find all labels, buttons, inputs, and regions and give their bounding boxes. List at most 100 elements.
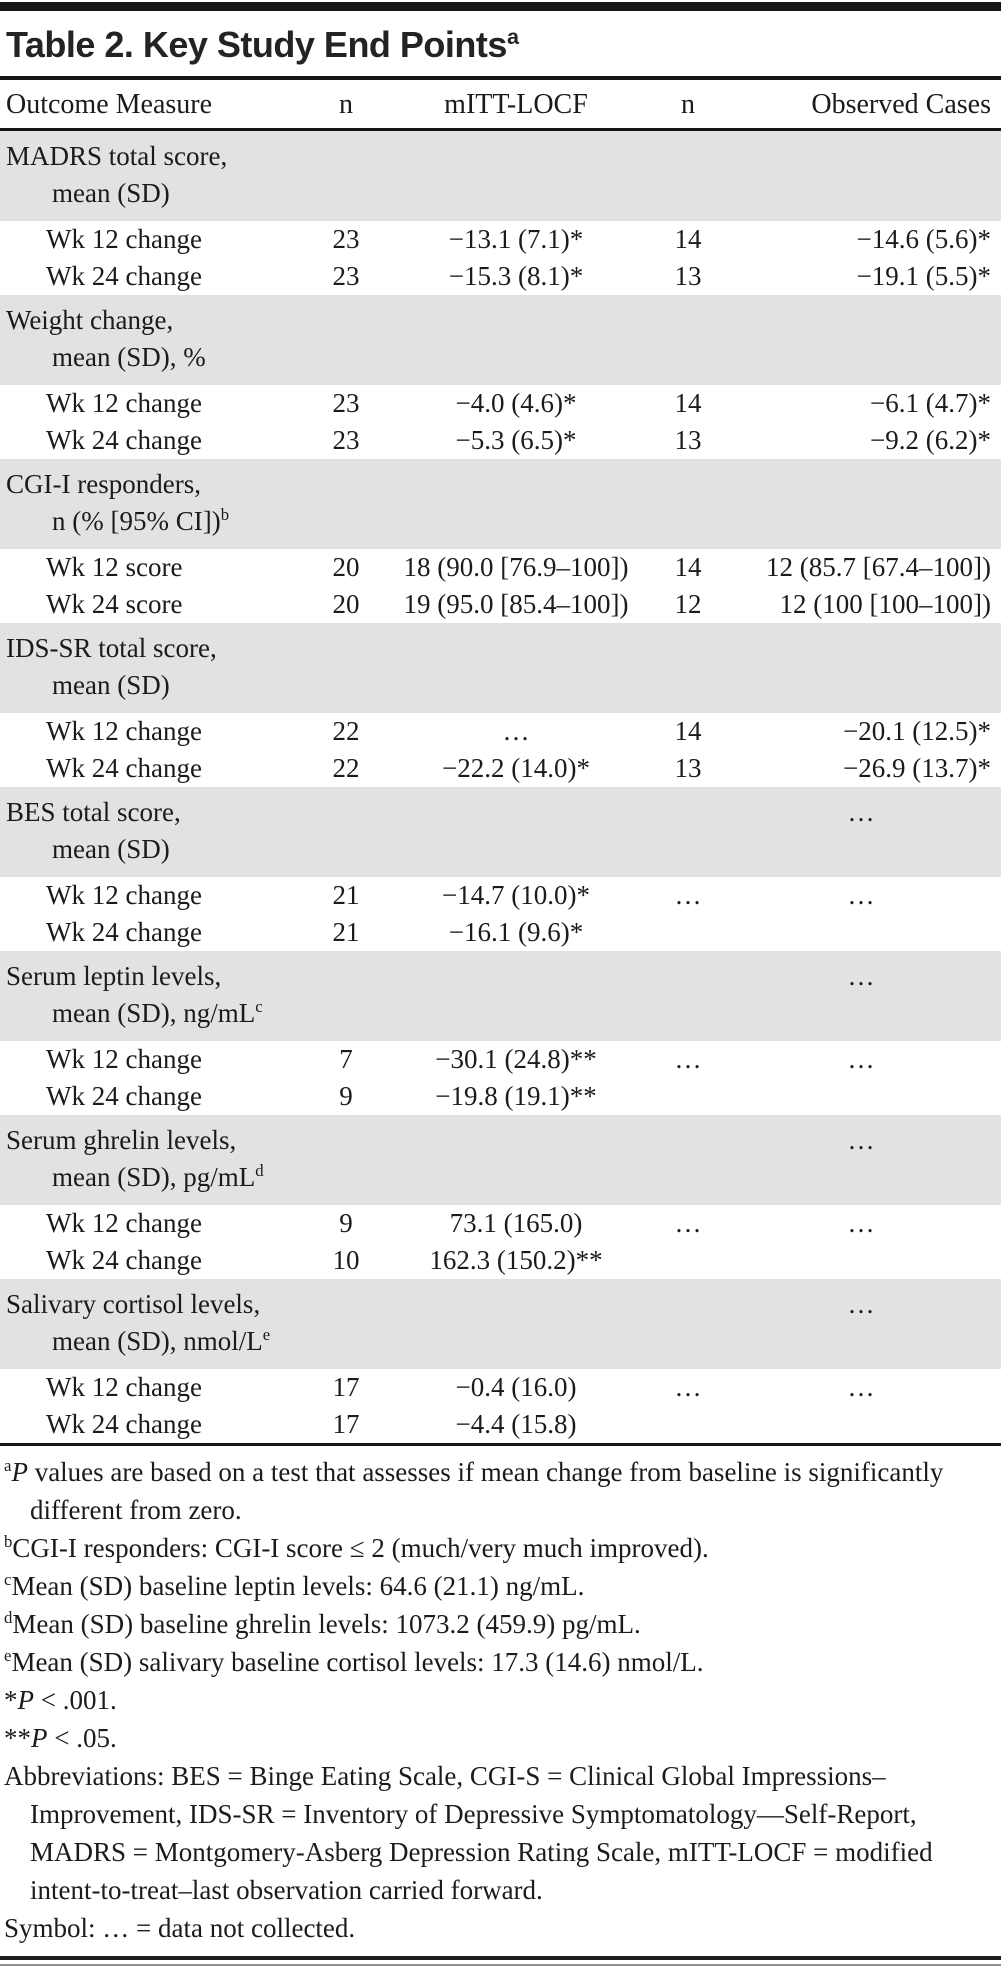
section-observed-cell (721, 623, 1001, 713)
key-study-endpoints-table: Outcome Measure n mITT-LOCF n Observed C… (0, 80, 1001, 1446)
footnote-text: * (4, 1685, 18, 1715)
n-observed-cell: 14 (674, 716, 702, 746)
outcome-measure-cell: Wk 12 score (46, 552, 183, 582)
mitt-locf-value-cell: 73.1 (165.0) (449, 1208, 583, 1238)
footnote-marker: c (4, 1570, 12, 1589)
n-mitt-cell: 23 (332, 261, 360, 291)
section-label-line1: IDS-SR total score, (6, 633, 217, 663)
n-mitt-cell: 21 (332, 880, 360, 910)
observed-cases-value-cell: −26.9 (13.7)* (843, 753, 991, 783)
footnote-text: values are based on a test that assesses… (27, 1457, 944, 1525)
table-footnotes: aP values are based on a test that asses… (0, 1446, 1001, 1947)
section-observed-cell: … (721, 951, 1001, 1041)
mitt-locf-value-cell: 18 (90.0 [76.9–100]) (403, 552, 629, 582)
footnote-text: < .001. (34, 1685, 117, 1715)
section-label-line1: CGI-I responders, (6, 469, 201, 499)
mitt-locf-value-cell: −14.7 (10.0)* (442, 880, 590, 910)
n-observed-cell: … (674, 1208, 702, 1238)
footnote-text: Abbreviations: BES = Binge Eating Scale,… (4, 1761, 933, 1905)
outcome-measure-cell: Wk 12 change (46, 716, 202, 746)
observed-cases-value-cell: … (847, 880, 875, 910)
footnote-text: P (31, 1723, 48, 1753)
table-row: Wk 24 change 17 −4.4 (15.8) (0, 1406, 1001, 1445)
section-row: Serum ghrelin levels, mean (SD), pg/mLd… (0, 1115, 1001, 1205)
n-mitt-cell: 22 (332, 716, 360, 746)
section-observed-cell: … (721, 787, 1001, 877)
section-label: Salivary cortisol levels, mean (SD), nmol… (0, 1279, 721, 1369)
mitt-locf-value-cell: 162.3 (150.2)** (429, 1245, 603, 1275)
observed-cases-value-cell: −9.2 (6.2)* (870, 425, 991, 455)
section-label-line2: mean (SD), ng/mLc (52, 997, 263, 1028)
footnote-text: Mean (SD) salivary baseline cortisol lev… (11, 1647, 704, 1677)
footnote: dMean (SD) baseline ghrelin levels: 1073… (4, 1605, 997, 1643)
section-row: Salivary cortisol levels, mean (SD), nmol… (0, 1279, 1001, 1369)
observed-cases-value-cell: 12 (85.7 [67.4–100]) (766, 552, 991, 582)
mitt-locf-value-cell: −22.2 (14.0)* (442, 753, 590, 783)
footnote: Abbreviations: BES = Binge Eating Scale,… (4, 1757, 997, 1909)
table-row: Wk 12 change 22 … 14 −20.1 (12.5)* (0, 713, 1001, 750)
footnote-text: Mean (SD) baseline ghrelin levels: 1073.… (12, 1609, 641, 1639)
header-row: Outcome Measure n mITT-LOCF n Observed C… (0, 80, 1001, 131)
table-row: Wk 12 change 23 −13.1 (7.1)* 14 −14.6 (5.6)* (0, 221, 1001, 258)
table-title: Table 2. Key Study End Pointsa (0, 11, 1001, 76)
n-observed-cell (655, 1078, 721, 1115)
section-label: BES total score, mean (SD) (0, 787, 721, 877)
section-observed-cell: … (721, 1279, 1001, 1369)
mitt-locf-value-cell: −30.1 (24.8)** (435, 1044, 597, 1074)
section-label: IDS-SR total score, mean (SD) (0, 623, 721, 713)
section-footnote-marker: e (262, 1325, 271, 1344)
table-header: Outcome Measure n mITT-LOCF n Observed C… (0, 80, 1001, 131)
observed-cases-value-cell: −14.6 (5.6)* (856, 224, 991, 254)
section-label-line2: mean (SD), % (52, 342, 206, 372)
n-observed-cell: 12 (674, 589, 702, 619)
n-mitt-cell: 23 (332, 224, 360, 254)
n-observed-cell: … (674, 880, 702, 910)
table-row: Wk 24 change 23 −15.3 (8.1)* 13 −19.1 (5.5)* (0, 258, 1001, 295)
n-mitt-cell: 20 (332, 552, 360, 582)
n-mitt-cell: 9 (339, 1208, 353, 1238)
table-row: Wk 12 change 23 −4.0 (4.6)* 14 −6.1 (4.7)* (0, 385, 1001, 422)
outcome-measure-cell: Wk 12 change (46, 224, 202, 254)
mitt-locf-value-cell: −5.3 (6.5)* (455, 425, 577, 455)
section-footnote-marker: b (220, 505, 230, 524)
bottom-rule-shadow (0, 1964, 1001, 1966)
table-title-text: Table 2. Key Study End Points (6, 24, 507, 65)
footnote-text: P (17, 1685, 35, 1715)
n-observed-cell: … (674, 1044, 702, 1074)
n-mitt-cell: 7 (339, 1044, 353, 1074)
n-mitt-cell: 21 (332, 917, 360, 947)
section-label-line2: mean (SD) (52, 178, 170, 208)
section-label-line2: mean (SD) (52, 670, 170, 700)
section-label-line1: Serum leptin levels, (6, 961, 222, 991)
mitt-locf-value-cell: −4.0 (4.6)* (455, 388, 577, 418)
section-label-line2: mean (SD) (52, 834, 170, 864)
section-observed-cell (721, 459, 1001, 549)
mitt-locf-value-cell: −13.1 (7.1)* (448, 224, 584, 254)
footnote: cMean (SD) baseline leptin levels: 64.6 … (4, 1567, 997, 1605)
footnote-text: P (11, 1457, 28, 1487)
section-row: IDS-SR total score, mean (SD) (0, 623, 1001, 713)
n-observed-cell: 13 (674, 261, 702, 291)
mitt-locf-value-cell: −16.1 (9.6)* (448, 917, 584, 947)
table-body: MADRS total score, mean (SD) Wk 12 change 2… (0, 129, 1001, 1445)
footnote: bCGI-I responders: CGI-I score ≤ 2 (much… (4, 1529, 997, 1567)
outcome-measure-cell: Wk 24 change (46, 1081, 202, 1111)
section-label-line1: MADRS total score, (6, 141, 228, 171)
table-row: Wk 12 score 20 18 (90.0 [76.9–100]) 14 12 (8… (0, 549, 1001, 586)
section-label: Serum ghrelin levels, mean (SD), pg/mLd (0, 1115, 721, 1205)
observed-cases-value-cell: … (847, 1372, 875, 1402)
section-observed-cell (721, 295, 1001, 385)
outcome-measure-cell: Wk 12 change (46, 388, 202, 418)
section-row: Serum leptin levels, mean (SD), ng/mLc … (0, 951, 1001, 1041)
table-row: Wk 12 change 9 73.1 (165.0)…… (0, 1205, 1001, 1242)
n-observed-cell (655, 1242, 721, 1279)
section-label: CGI-I responders, n (% [95% CI])b (0, 459, 721, 549)
section-footnote-marker: d (255, 1161, 264, 1180)
n-mitt-cell: 23 (332, 425, 360, 455)
outcome-measure-cell: Wk 12 change (46, 1044, 202, 1074)
bottom-rule (0, 1956, 1001, 1960)
section-label-line1: BES total score, (6, 797, 181, 827)
table-row: Wk 24 change 9 −19.8 (19.1)** (0, 1078, 1001, 1115)
section-label-line2: mean (SD), pg/mLd (52, 1161, 264, 1192)
